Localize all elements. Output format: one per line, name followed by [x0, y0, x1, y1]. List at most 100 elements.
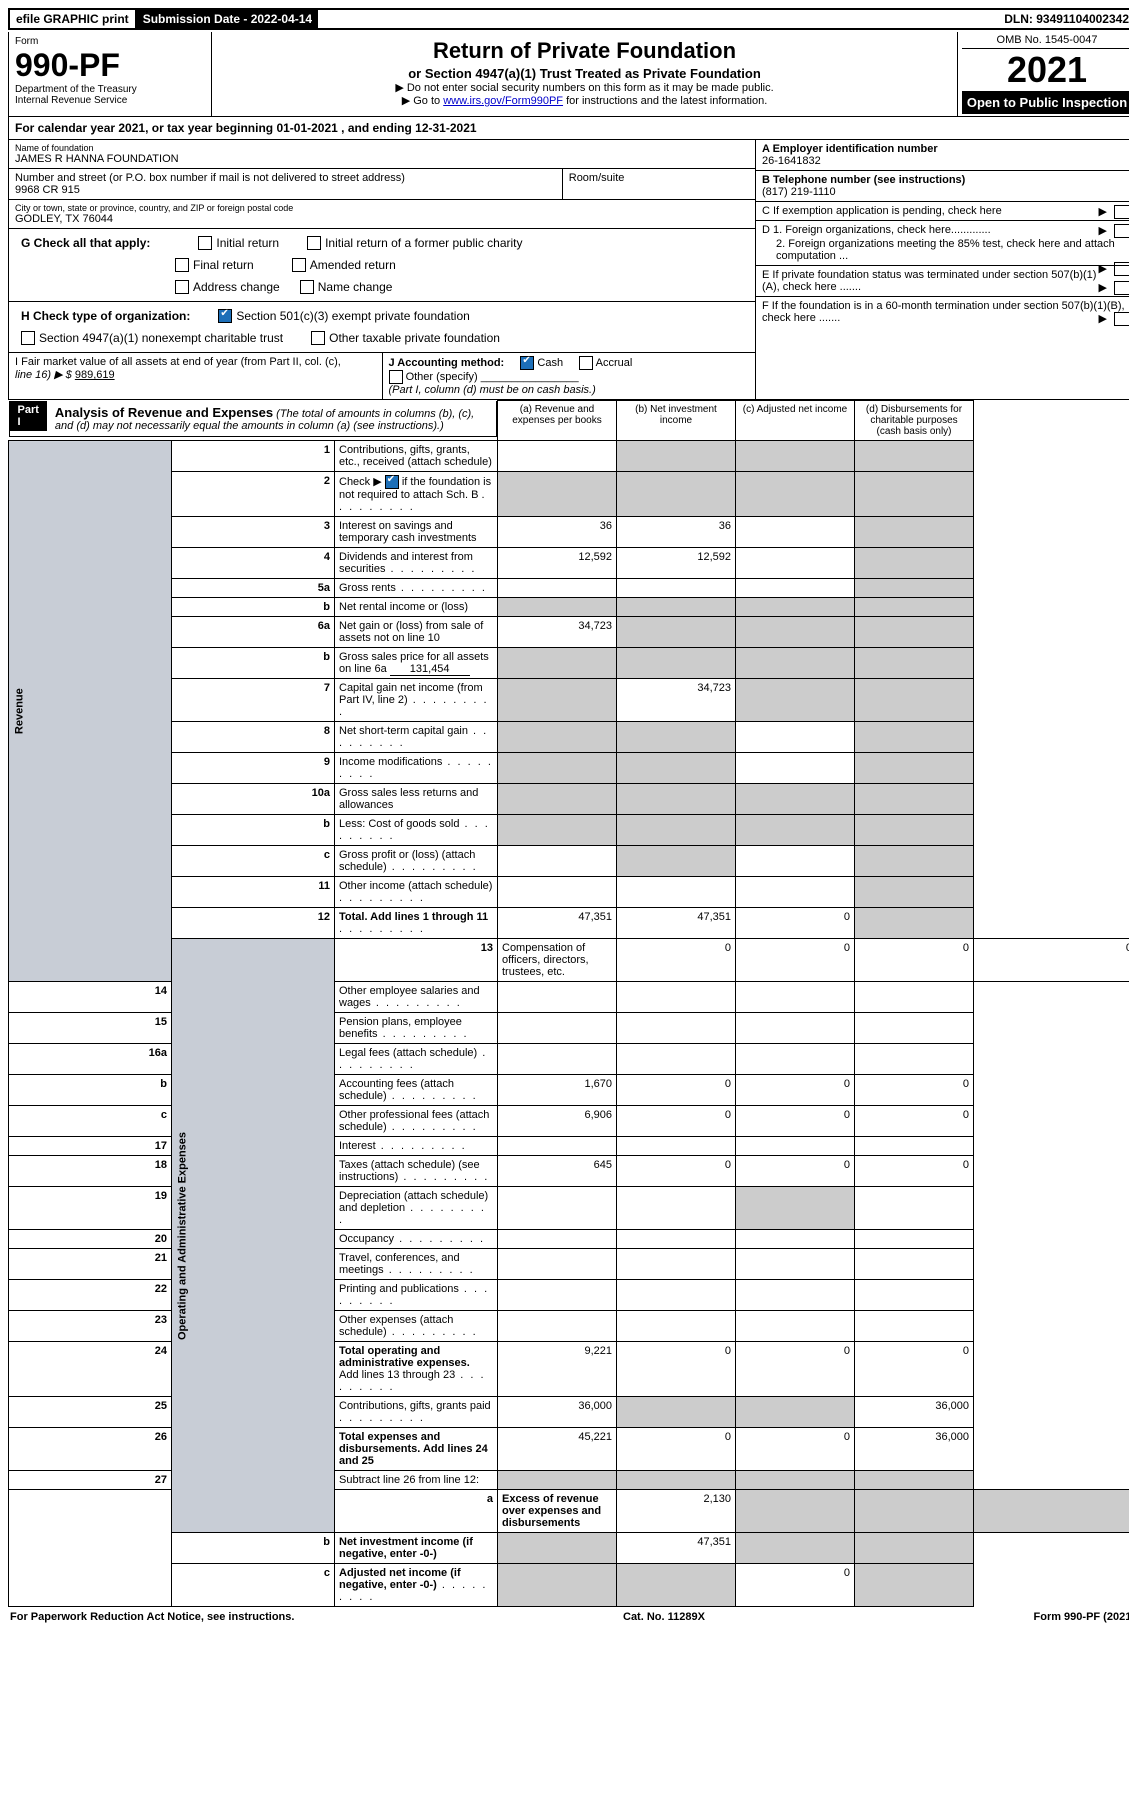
v3b: 36	[617, 517, 736, 548]
v12b: 47,351	[617, 908, 736, 939]
v24a: 9,221	[498, 1342, 617, 1397]
line-17: Interest	[335, 1137, 498, 1156]
line-7: Capital gain net income (from Part IV, l…	[335, 679, 498, 722]
h-label: H Check type of organization:	[21, 309, 190, 323]
v18d: 0	[855, 1156, 974, 1187]
ein: 26-1641832	[762, 155, 821, 167]
line-26: Total expenses and disbursements. Add li…	[339, 1431, 488, 1467]
final-return: Final return	[193, 258, 254, 272]
line-18: Taxes (attach schedule) (see instruction…	[335, 1156, 498, 1187]
v26c: 0	[736, 1428, 855, 1471]
cat-no: Cat. No. 11289X	[623, 1611, 705, 1623]
b-label: B Telephone number (see instructions)	[762, 174, 965, 186]
line-15: Pension plans, employee benefits	[335, 1013, 498, 1044]
4947-checkbox[interactable]	[21, 331, 35, 345]
v12a: 47,351	[498, 908, 617, 939]
f-checkbox[interactable]	[1114, 312, 1129, 326]
c-label: C If exemption application is pending, c…	[762, 205, 1002, 217]
amended-return-checkbox[interactable]	[292, 258, 306, 272]
d2-label: 2. Foreign organizations meeting the 85%…	[762, 238, 1129, 262]
line-27c: Adjusted net income (if negative, enter …	[339, 1567, 461, 1591]
phone: (817) 219-1110	[762, 186, 836, 198]
line-12: Total. Add lines 1 through 11	[339, 911, 488, 923]
form-footer: Form 990-PF (2021)	[1034, 1611, 1129, 1623]
line-20: Occupancy	[335, 1230, 498, 1249]
initial-return-checkbox[interactable]	[198, 236, 212, 250]
amended-return: Amended return	[310, 258, 396, 272]
addr-change-checkbox[interactable]	[175, 280, 189, 294]
note2-prefix: ▶ Go to	[402, 95, 443, 107]
accrual-checkbox[interactable]	[579, 356, 593, 370]
v26a: 45,221	[498, 1428, 617, 1471]
v27aa: 2,130	[617, 1490, 736, 1533]
line-21: Travel, conferences, and meetings	[335, 1249, 498, 1280]
col-c: (c) Adjusted net income	[736, 401, 855, 441]
top-bar: efile GRAPHIC print Submission Date - 20…	[8, 8, 1129, 30]
tax-year: 2021	[962, 49, 1129, 91]
revenue-side-label: Revenue	[9, 441, 172, 982]
v26b: 0	[617, 1428, 736, 1471]
4947-label: Section 4947(a)(1) nonexempt charitable …	[39, 331, 283, 345]
v4a: 12,592	[498, 548, 617, 579]
initial-former: Initial return of a former public charit…	[325, 236, 522, 250]
v16ba: 1,670	[498, 1075, 617, 1106]
dept: Department of the Treasury	[15, 84, 205, 95]
line-22: Printing and publications	[335, 1280, 498, 1311]
schB-checkbox[interactable]	[385, 475, 399, 489]
v27bb: 47,351	[617, 1533, 736, 1564]
line-27b: Net investment income (if negative, ente…	[339, 1536, 473, 1560]
part1-table: Part I Analysis of Revenue and Expenses …	[8, 400, 1129, 1607]
calendar-year: For calendar year 2021, or tax year begi…	[8, 117, 1129, 140]
open-public: Open to Public Inspection	[962, 91, 1129, 114]
501c3-checkbox[interactable]	[218, 309, 232, 323]
other-taxable-checkbox[interactable]	[311, 331, 325, 345]
d2-checkbox[interactable]	[1114, 262, 1129, 276]
submission-date: Submission Date - 2022-04-14	[137, 10, 318, 28]
i-line: line 16) ▶ $	[15, 369, 72, 381]
city-label: City or town, state or province, country…	[15, 203, 749, 213]
v24d: 0	[855, 1342, 974, 1397]
part1-label: Part I	[10, 401, 47, 431]
form-subtitle: or Section 4947(a)(1) Trust Treated as P…	[218, 66, 951, 81]
omb: OMB No. 1545-0047	[962, 34, 1129, 49]
c-checkbox[interactable]	[1114, 205, 1129, 219]
other-method-checkbox[interactable]	[389, 370, 403, 384]
footer: For Paperwork Reduction Act Notice, see …	[8, 1607, 1129, 1627]
note-ssn: ▶ Do not enter social security numbers o…	[218, 81, 951, 94]
cash-label: Cash	[537, 357, 563, 369]
v25a: 36,000	[498, 1397, 617, 1428]
501c3-label: Section 501(c)(3) exempt private foundat…	[236, 309, 469, 323]
line-24: Total operating and administrative expen…	[339, 1345, 470, 1369]
other-method: Other (specify)	[406, 371, 478, 383]
line-6a: Net gain or (loss) from sale of assets n…	[335, 617, 498, 648]
foundation-name: JAMES R HANNA FOUNDATION	[15, 153, 749, 165]
line-1: Contributions, gifts, grants, etc., rece…	[335, 441, 498, 472]
form-number: 990-PF	[15, 47, 205, 84]
name-change-checkbox[interactable]	[300, 280, 314, 294]
line-27: Subtract line 26 from line 12:	[335, 1471, 498, 1490]
name-label: Name of foundation	[15, 143, 749, 153]
col-b: (b) Net investment income	[617, 401, 736, 441]
e-checkbox[interactable]	[1114, 281, 1129, 295]
efile-label: efile GRAPHIC print	[10, 10, 137, 28]
v13b: 0	[736, 939, 855, 982]
v16bc: 0	[736, 1075, 855, 1106]
cash-checkbox[interactable]	[520, 356, 534, 370]
accrual-label: Accrual	[596, 357, 633, 369]
city-state-zip: GODLEY, TX 76044	[15, 213, 749, 225]
d1-checkbox[interactable]	[1114, 224, 1129, 238]
col-a: (a) Revenue and expenses per books	[498, 401, 617, 441]
v16bd: 0	[855, 1075, 974, 1106]
initial-former-checkbox[interactable]	[307, 236, 321, 250]
v3a: 36	[498, 517, 617, 548]
final-return-checkbox[interactable]	[175, 258, 189, 272]
name-change: Name change	[318, 280, 393, 294]
line-24b: Add lines 13 through 23	[339, 1369, 486, 1393]
v16bb: 0	[617, 1075, 736, 1106]
line-16c: Other professional fees (attach schedule…	[335, 1106, 498, 1137]
form990pf-link[interactable]: www.irs.gov/Form990PF	[443, 95, 563, 107]
line-10a: Gross sales less returns and allowances	[335, 784, 498, 815]
v13d: 0	[974, 939, 1129, 982]
room-label: Room/suite	[569, 172, 749, 184]
part1-title: Analysis of Revenue and Expenses	[55, 405, 273, 420]
